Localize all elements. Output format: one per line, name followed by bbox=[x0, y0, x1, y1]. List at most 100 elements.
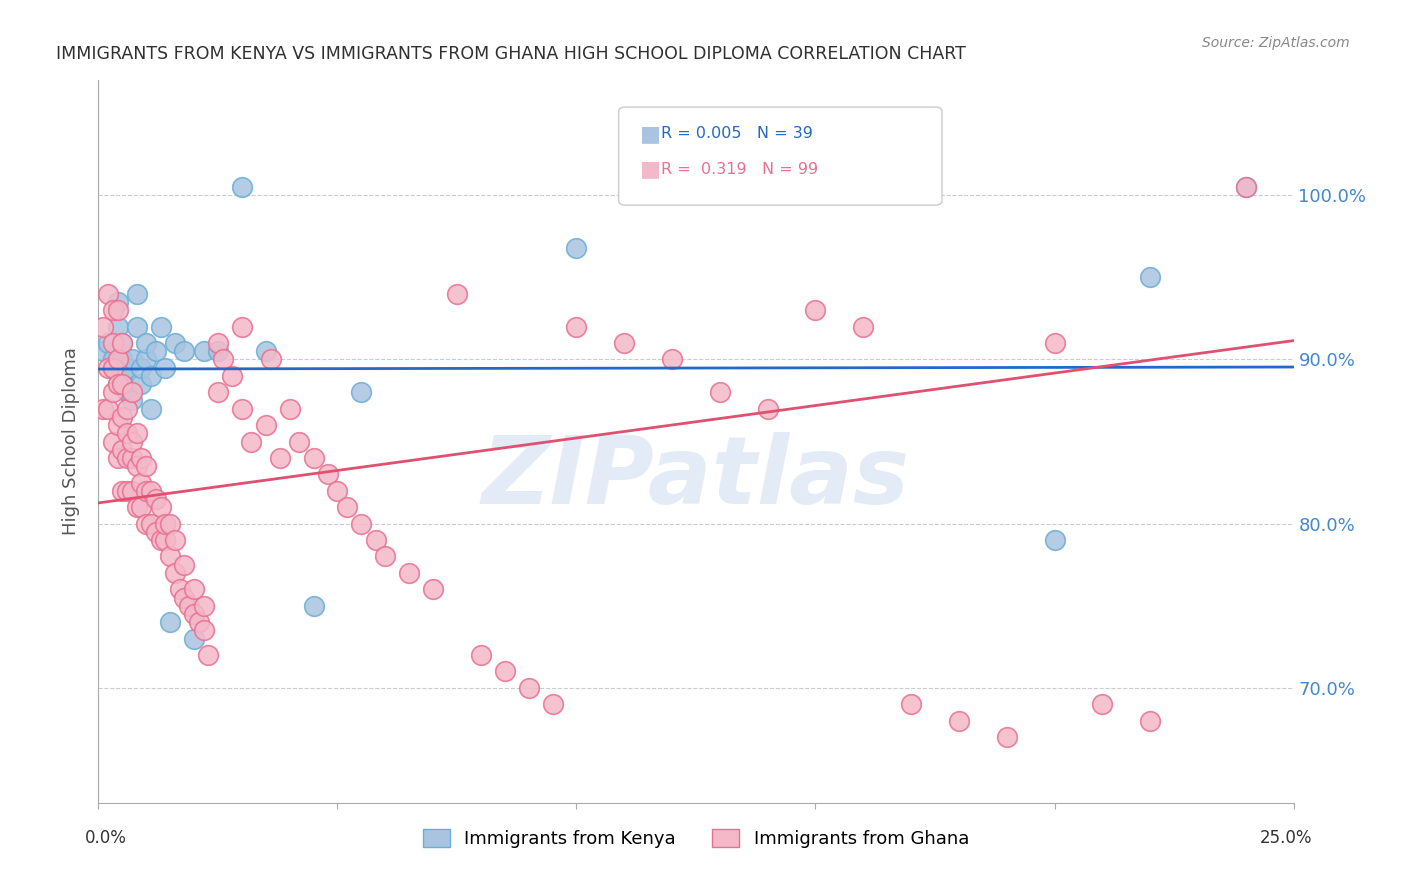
Point bbox=[364, 533, 387, 547]
Point bbox=[163, 533, 186, 547]
Y-axis label: High School Diploma: High School Diploma bbox=[62, 348, 80, 535]
Point bbox=[135, 516, 157, 531]
Point bbox=[446, 286, 468, 301]
Point bbox=[97, 360, 120, 375]
Point bbox=[121, 385, 143, 400]
Point bbox=[231, 319, 253, 334]
Point bbox=[91, 344, 114, 359]
Point bbox=[135, 483, 157, 498]
Point bbox=[111, 483, 134, 498]
Point bbox=[302, 450, 325, 465]
Point bbox=[173, 558, 195, 572]
Text: 0.0%: 0.0% bbox=[84, 829, 127, 847]
Point bbox=[336, 500, 359, 515]
Point bbox=[517, 681, 540, 695]
Point bbox=[159, 516, 181, 531]
Point bbox=[115, 360, 138, 375]
Point bbox=[756, 401, 779, 416]
Point bbox=[193, 624, 215, 638]
Point bbox=[107, 377, 129, 392]
Point bbox=[900, 698, 922, 712]
Point bbox=[125, 500, 148, 515]
Point bbox=[111, 352, 134, 367]
Point bbox=[101, 336, 124, 351]
Point bbox=[149, 500, 172, 515]
Point bbox=[125, 459, 148, 474]
Point bbox=[565, 319, 588, 334]
Point bbox=[111, 409, 134, 424]
Point bbox=[135, 352, 157, 367]
Point bbox=[948, 714, 970, 728]
Point bbox=[139, 368, 162, 383]
Point bbox=[565, 241, 588, 255]
Point bbox=[131, 377, 153, 392]
Point bbox=[1043, 533, 1066, 547]
Point bbox=[101, 360, 124, 375]
Point bbox=[350, 516, 373, 531]
Point bbox=[131, 500, 153, 515]
Point bbox=[131, 360, 153, 375]
Point bbox=[207, 344, 229, 359]
Point bbox=[107, 352, 129, 367]
Point bbox=[231, 401, 253, 416]
Point bbox=[197, 648, 219, 662]
Point bbox=[173, 344, 195, 359]
Point bbox=[115, 401, 138, 416]
Point bbox=[470, 648, 492, 662]
Point bbox=[149, 533, 172, 547]
Point bbox=[135, 459, 157, 474]
Point bbox=[240, 434, 263, 449]
Point bbox=[121, 393, 143, 408]
Point bbox=[115, 426, 138, 441]
Point bbox=[159, 549, 181, 564]
Point bbox=[101, 303, 124, 318]
Point bbox=[115, 385, 138, 400]
Point bbox=[107, 303, 129, 318]
Point bbox=[1234, 180, 1257, 194]
Point bbox=[1043, 336, 1066, 351]
Point bbox=[125, 426, 148, 441]
Point bbox=[163, 336, 186, 351]
Text: R = 0.005   N = 39: R = 0.005 N = 39 bbox=[661, 127, 813, 141]
Point bbox=[125, 319, 148, 334]
Point bbox=[494, 665, 516, 679]
Point bbox=[1234, 180, 1257, 194]
Point bbox=[187, 615, 209, 630]
Point bbox=[661, 352, 683, 367]
Point bbox=[115, 450, 138, 465]
Point bbox=[207, 385, 229, 400]
Point bbox=[107, 295, 129, 310]
Point bbox=[269, 450, 291, 465]
Point bbox=[173, 591, 195, 605]
Point bbox=[115, 483, 138, 498]
Point bbox=[211, 352, 233, 367]
Point bbox=[111, 377, 134, 392]
Point bbox=[302, 599, 325, 613]
Point bbox=[107, 418, 129, 433]
Point bbox=[131, 450, 153, 465]
Point bbox=[995, 730, 1018, 744]
Point bbox=[159, 615, 181, 630]
Point bbox=[259, 352, 281, 367]
Point bbox=[149, 319, 172, 334]
Point bbox=[139, 516, 162, 531]
Point bbox=[613, 336, 636, 351]
Point bbox=[316, 467, 339, 482]
Point bbox=[145, 491, 167, 506]
Point bbox=[183, 632, 205, 646]
Text: ■: ■ bbox=[640, 124, 661, 144]
Point bbox=[121, 450, 143, 465]
Point bbox=[139, 401, 162, 416]
Point bbox=[101, 352, 124, 367]
Point bbox=[326, 483, 349, 498]
Text: 25.0%: 25.0% bbox=[1260, 829, 1313, 847]
Point bbox=[111, 442, 134, 457]
Point bbox=[145, 344, 167, 359]
Point bbox=[1139, 714, 1161, 728]
Point bbox=[107, 319, 129, 334]
Point bbox=[254, 344, 277, 359]
Point bbox=[288, 434, 311, 449]
Point bbox=[111, 336, 134, 351]
Point bbox=[398, 566, 420, 580]
Point bbox=[97, 401, 120, 416]
